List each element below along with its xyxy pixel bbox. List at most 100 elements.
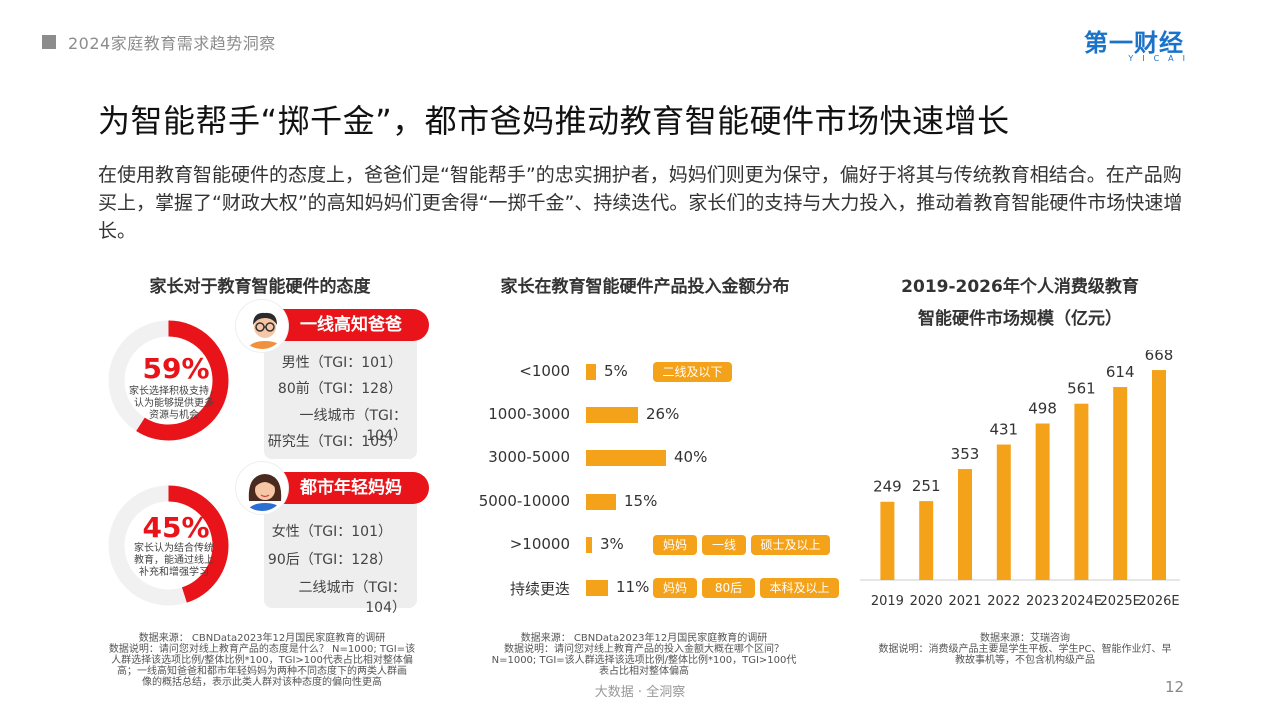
panel3-note: 数据来源：艾瑞咨询 数据说明：消费级产品主要是学生平板、学生PC、智能作业灯、早… bbox=[860, 633, 1190, 666]
panel3-note-line: 数据说明：消费级产品主要是学生平板、学生PC、智能作业灯、早 bbox=[878, 644, 1172, 655]
spend-value-label: 11% bbox=[616, 578, 650, 596]
page-title: 为智能帮手“掷千金”，都市爸妈推动教育智能硬件市场快速增长 bbox=[98, 102, 1010, 140]
mom-tgi-item: 二线城市（TGI：104） bbox=[298, 580, 406, 616]
dad-desc: 家长选择积极支持， 认为能够提供更多 资源与机会 bbox=[124, 386, 224, 422]
market-value-label: 561 bbox=[1067, 380, 1096, 398]
market-bar bbox=[919, 501, 934, 580]
market-year-label: 2020 bbox=[910, 594, 943, 609]
logo: 第一财经 YICAI bbox=[1084, 30, 1194, 66]
mom-pct: 45% bbox=[142, 511, 210, 544]
spend-value-label: 3% bbox=[600, 534, 624, 553]
mom-desc-line: 补充和增强学习 bbox=[139, 567, 209, 578]
spend-category-label: <1000 bbox=[519, 362, 570, 380]
market-value-label: 353 bbox=[951, 445, 980, 463]
spend-bar bbox=[586, 407, 638, 424]
panel2-note-line: 数据来源： CBNData2023年12月国民家庭教育的调研 bbox=[520, 633, 768, 644]
market-bar bbox=[958, 469, 972, 580]
dad-desc-line: 资源与机会 bbox=[149, 410, 199, 421]
panel2-note-line: 表占比相对整体偏高 bbox=[599, 666, 689, 677]
market-value-label: 251 bbox=[912, 477, 941, 495]
dad-tgi-item: 研究生（TGI：105） bbox=[267, 434, 402, 450]
dad-tgi-item: 一线城市（TGI：104） bbox=[299, 408, 407, 444]
panel3-note-line: 数据来源：艾瑞咨询 bbox=[980, 633, 1070, 644]
market-year-label: 2025E bbox=[1100, 594, 1141, 609]
mom-tgi-item: 女性（TGI：101） bbox=[271, 524, 392, 540]
mom-desc-line: 教育，能通过线上 bbox=[134, 555, 214, 566]
spend-category-label: 3000-5000 bbox=[488, 448, 570, 467]
panel1-note-line: 人群选择该选项比例/整体比例*100，TGI>100代表占比相对整体偏 bbox=[111, 655, 413, 666]
mom-avatar-icon bbox=[236, 462, 288, 514]
spend-tag-chip: 妈妈 bbox=[653, 534, 697, 555]
market-value-label: 431 bbox=[989, 421, 1018, 439]
spend-category-label: 持续更迭 bbox=[509, 580, 570, 598]
market-bar bbox=[1113, 387, 1128, 580]
dad-donut-slice bbox=[108, 320, 229, 441]
spend-tag-chip: 硕士及以上 bbox=[751, 534, 830, 555]
market-year-label: 2022 bbox=[987, 594, 1020, 609]
panel3-title-line2: 智能硬件市场规模（亿元） bbox=[918, 309, 1122, 329]
panel1-note-line: 像的概括总结，表示此类人群对该种态度的偏向性更高 bbox=[142, 677, 382, 688]
market-year-label: 2026E bbox=[1138, 594, 1179, 609]
panel1-note-line: 数据说明：请问您对线上教育产品的态度是什么？ N=1000; TGI=该 bbox=[108, 644, 416, 655]
market-bar bbox=[1074, 403, 1089, 580]
market-year-label: 2019 bbox=[871, 594, 904, 609]
dad-pct: 59% bbox=[142, 352, 210, 385]
panel2-note-line: N=1000; TGI=该人群选择该选项比例/整体比例*100，TGI>100代 bbox=[491, 655, 797, 666]
spend-tag-chip: 一线 bbox=[702, 534, 746, 555]
panel1-title: 家长对于教育智能硬件的态度 bbox=[149, 277, 371, 297]
dad-donut-chart bbox=[108, 320, 229, 441]
page-number: 12 bbox=[1165, 678, 1185, 696]
panel1-note-line: 数据来源： CBNData2023年12月国民家庭教育的调研 bbox=[138, 633, 386, 644]
market-value-label: 498 bbox=[1028, 399, 1057, 417]
spend-tag-chip: 80后 bbox=[702, 578, 755, 598]
market-year-label: 2021 bbox=[948, 594, 981, 609]
spend-value-label: 15% bbox=[624, 491, 658, 510]
panel3-title-line1: 2019-2026年个人消费级教育 bbox=[901, 277, 1139, 297]
mom-donut-chart bbox=[108, 485, 229, 606]
panel2-title: 家长在教育智能硬件产品投入金额分布 bbox=[500, 277, 790, 297]
spend-value-label: 40% bbox=[674, 448, 708, 467]
spend-tag-chip: 本科及以上 bbox=[760, 578, 839, 598]
panel3-note-line: 教故事机等，不包含机构级产品 bbox=[955, 655, 1095, 666]
spend-bar bbox=[586, 364, 596, 380]
market-bar bbox=[1035, 423, 1050, 580]
market-value-label: 614 bbox=[1106, 363, 1135, 381]
dad-tgi-box bbox=[264, 335, 417, 459]
header-square-icon bbox=[42, 35, 56, 49]
spend-category-label: 5000-10000 bbox=[478, 491, 570, 510]
spend-category-label: >10000 bbox=[509, 534, 570, 553]
market-bar bbox=[1152, 370, 1166, 580]
header-text: 2024家庭教育需求趋势洞察 bbox=[68, 34, 276, 53]
spend-tag-chip: 妈妈 bbox=[653, 578, 697, 598]
dad-tgi-item: 男性（TGI：101） bbox=[281, 355, 402, 371]
market-year-label: 2023 bbox=[1026, 594, 1059, 609]
market-bar bbox=[996, 444, 1011, 580]
footer-slogan: 大数据 · 全洞察 bbox=[594, 685, 686, 700]
mom-desc-line: 家长认为结合传统 bbox=[134, 543, 214, 554]
market-value-label: 249 bbox=[873, 478, 902, 496]
mom-tgi-item: 90后（TGI：128） bbox=[267, 552, 392, 568]
mom-tgi-box bbox=[264, 495, 417, 608]
market-bar bbox=[880, 501, 895, 580]
dad-tgi-item: 80前（TGI：128） bbox=[277, 381, 402, 397]
intro-paragraph: 在使用教育智能硬件的态度上，爸爸们是“智能帮手”的忠实拥护者，妈妈们则更为保守，… bbox=[98, 164, 1183, 242]
spend-value-label: 5% bbox=[604, 362, 628, 380]
spend-bar bbox=[586, 580, 608, 596]
dad-desc-line: 认为能够提供更多 bbox=[134, 398, 214, 409]
panel2-note: 数据来源： CBNData2023年12月国民家庭教育的调研 数据说明：请问您对… bbox=[474, 633, 814, 677]
market-size-bar-chart: 249 2019 251 2020 353 2021 431 2022 498 2023 561 20… bbox=[860, 350, 1180, 609]
panel1-note: 数据来源： CBNData2023年12月国民家庭教育的调研 数据说明：请问您对… bbox=[92, 633, 432, 688]
market-value-label: 668 bbox=[1145, 350, 1174, 364]
dad-desc-line: 家长选择积极支持， bbox=[129, 386, 219, 397]
dad-avatar-icon bbox=[236, 300, 288, 352]
mom-donut-slice bbox=[108, 485, 229, 606]
market-year-label: 2024E bbox=[1061, 594, 1102, 609]
mom-desc: 家长认为结合传统 教育，能通过线上 补充和增强学习 bbox=[124, 543, 224, 579]
header: 2024家庭教育需求趋势洞察 bbox=[42, 32, 276, 53]
logo-main: 第一财经 bbox=[1084, 29, 1184, 57]
spend-bar bbox=[586, 493, 616, 510]
spend-category-label: 1000-3000 bbox=[488, 405, 570, 424]
spend-value-label: 26% bbox=[646, 405, 680, 424]
spend-bar bbox=[586, 450, 666, 467]
logo-sub: YICAI bbox=[1128, 54, 1194, 63]
